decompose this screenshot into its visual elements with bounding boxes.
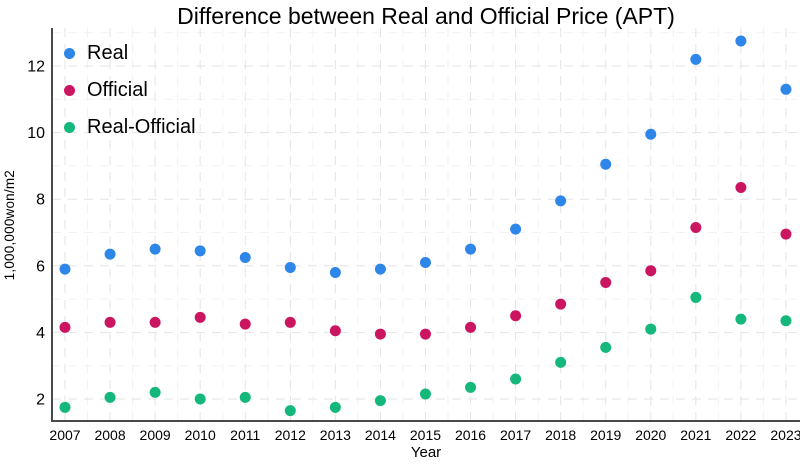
data-point-official-2007	[59, 321, 71, 333]
data-point-real-official-2012	[284, 405, 296, 417]
data-point-real-2016	[465, 243, 477, 255]
legend-item-real: Real	[64, 42, 196, 65]
data-point-official-2014	[374, 328, 386, 340]
x-tick-label: 2007	[49, 427, 80, 443]
y-tick-label: 2	[36, 392, 45, 409]
x-tick-label: 2018	[545, 427, 576, 443]
data-point-real-official-2008	[104, 391, 116, 403]
data-point-real-official-2023	[780, 315, 792, 327]
data-point-official-2019	[600, 276, 612, 288]
legend-marker-official-icon	[64, 85, 75, 96]
legend-label-real: Real	[87, 42, 129, 64]
data-point-real-official-2015	[419, 388, 431, 400]
data-point-official-2008	[104, 316, 116, 328]
data-point-real-official-2020	[645, 323, 657, 335]
data-point-official-2016	[465, 321, 477, 333]
data-point-official-2022	[735, 182, 747, 194]
x-tick-label: 2012	[275, 427, 306, 443]
y-axis-title: 1,000,000won/m2	[2, 169, 17, 281]
data-point-real-official-2021	[690, 291, 702, 303]
x-tick-label: 2009	[140, 427, 171, 443]
y-tick-label: 6	[36, 258, 45, 275]
legend: Real Official Real-Official	[64, 42, 196, 139]
legend-label-real-official: Real-Official	[87, 116, 196, 138]
data-point-real-2023	[780, 83, 792, 95]
data-point-real-official-2017	[510, 373, 522, 385]
data-point-real-2012	[284, 261, 296, 273]
data-point-real-2017	[510, 223, 522, 235]
legend-marker-real-official-icon	[64, 122, 75, 133]
data-point-real-official-2016	[465, 381, 477, 393]
data-point-real-2008	[104, 248, 116, 260]
x-tick-label: 2019	[590, 427, 621, 443]
x-tick-label: 2022	[725, 427, 756, 443]
data-point-official-2009	[149, 316, 161, 328]
data-point-real-official-2007	[59, 401, 71, 413]
data-point-real-official-2009	[149, 386, 161, 398]
x-tick-label: 2020	[635, 427, 666, 443]
x-tick-label: 2016	[455, 427, 486, 443]
data-point-official-2012	[284, 316, 296, 328]
data-point-real-official-2014	[374, 395, 386, 407]
data-point-official-2018	[555, 298, 567, 310]
data-point-real-2018	[555, 195, 567, 207]
y-tick-label: 12	[27, 59, 45, 76]
x-axis-title: Year	[410, 444, 442, 461]
x-tick-label: 2023	[770, 427, 800, 443]
legend-marker-real-icon	[64, 48, 75, 59]
y-tick-label: 8	[36, 192, 45, 209]
x-tick-label: 2017	[500, 427, 531, 443]
data-point-real-2021	[690, 53, 702, 65]
y-tick-label: 4	[36, 325, 45, 342]
data-point-real-2014	[374, 263, 386, 275]
data-point-official-2023	[780, 228, 792, 240]
data-point-real-official-2022	[735, 313, 747, 325]
data-point-real-2022	[735, 35, 747, 47]
y-axis-title-container: 1,000,000won/m2	[2, 30, 17, 420]
legend-label-official: Official	[87, 79, 148, 101]
data-point-real-official-2010	[194, 393, 206, 405]
x-tick-label: 2011	[230, 427, 260, 443]
data-point-official-2010	[194, 311, 206, 323]
x-tick-label: 2015	[410, 427, 441, 443]
data-point-real-2009	[149, 243, 161, 255]
data-point-official-2021	[690, 222, 702, 234]
legend-item-official: Official	[64, 79, 196, 102]
x-tick-label: 2021	[680, 427, 711, 443]
data-point-real-2011	[239, 251, 251, 263]
data-point-real-official-2011	[239, 391, 251, 403]
chart-title: Difference between Real and Official Pri…	[177, 3, 675, 29]
x-tick-label: 2008	[94, 427, 125, 443]
data-point-official-2013	[329, 325, 341, 337]
x-tick-label: 2010	[185, 427, 216, 443]
data-point-real-2007	[59, 263, 71, 275]
data-point-real-2013	[329, 266, 341, 278]
data-point-real-2010	[194, 245, 206, 257]
y-tick-label: 10	[27, 125, 45, 142]
data-point-real-2020	[645, 128, 657, 140]
data-point-official-2020	[645, 265, 657, 277]
x-tick-label: 2014	[365, 427, 396, 443]
data-point-real-official-2019	[600, 341, 612, 353]
data-point-official-2011	[239, 318, 251, 330]
data-point-real-official-2018	[555, 356, 567, 368]
data-point-real-2019	[600, 158, 612, 170]
data-point-real-2015	[419, 256, 431, 268]
data-point-official-2017	[510, 310, 522, 322]
x-tick-label: 2013	[320, 427, 351, 443]
legend-item-real-official: Real-Official	[64, 116, 196, 139]
data-point-official-2015	[419, 328, 431, 340]
data-point-real-official-2013	[329, 401, 341, 413]
